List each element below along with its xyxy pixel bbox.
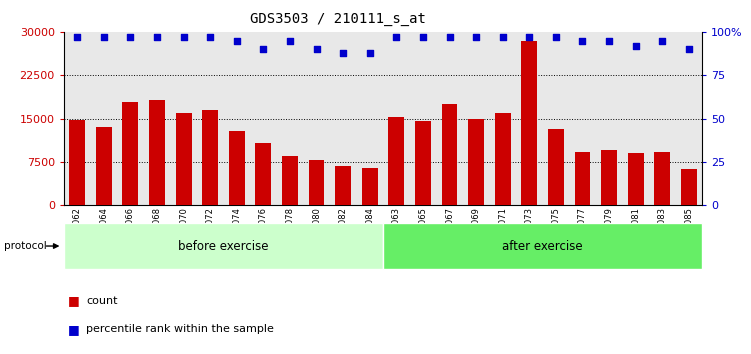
Bar — [442, 104, 457, 205]
Point — [523, 34, 535, 40]
Bar — [122, 102, 138, 205]
Bar — [388, 118, 404, 205]
Point — [310, 46, 322, 52]
Point — [683, 46, 695, 52]
Bar — [575, 152, 590, 205]
Point — [603, 38, 615, 44]
Text: protocol: protocol — [4, 241, 47, 251]
Point — [231, 38, 243, 44]
Text: ■: ■ — [68, 295, 80, 307]
Text: before exercise: before exercise — [178, 240, 269, 252]
Bar — [255, 143, 271, 205]
Point — [363, 50, 376, 56]
Bar — [64, 223, 383, 269]
Bar — [69, 120, 85, 205]
Point — [656, 38, 668, 44]
Bar — [548, 129, 564, 205]
Bar — [149, 100, 165, 205]
Bar — [282, 156, 298, 205]
Point — [577, 38, 589, 44]
Point — [284, 38, 296, 44]
Point — [496, 34, 508, 40]
Bar — [681, 170, 697, 205]
Bar — [335, 166, 351, 205]
Point — [151, 34, 163, 40]
Bar — [309, 160, 324, 205]
Bar — [628, 153, 644, 205]
Point — [550, 34, 562, 40]
Point — [204, 34, 216, 40]
Bar — [383, 223, 702, 269]
Point — [71, 34, 83, 40]
Bar — [96, 127, 112, 205]
Bar — [362, 168, 378, 205]
Text: ■: ■ — [68, 323, 80, 336]
Point — [417, 34, 429, 40]
Bar — [495, 113, 511, 205]
Text: GDS3503 / 210111_s_at: GDS3503 / 210111_s_at — [250, 12, 426, 27]
Bar — [229, 131, 245, 205]
Point — [125, 34, 137, 40]
Bar — [202, 110, 218, 205]
Point — [391, 34, 403, 40]
Point — [177, 34, 189, 40]
Bar — [521, 41, 537, 205]
Point — [629, 43, 641, 48]
Point — [444, 34, 456, 40]
Bar — [176, 113, 192, 205]
Bar — [601, 150, 617, 205]
Text: percentile rank within the sample: percentile rank within the sample — [86, 324, 274, 334]
Text: count: count — [86, 296, 118, 306]
Bar — [654, 152, 671, 205]
Text: after exercise: after exercise — [502, 240, 583, 252]
Point — [98, 34, 110, 40]
Point — [258, 46, 270, 52]
Point — [337, 50, 349, 56]
Bar — [468, 119, 484, 205]
Point — [470, 34, 482, 40]
Bar — [415, 121, 431, 205]
